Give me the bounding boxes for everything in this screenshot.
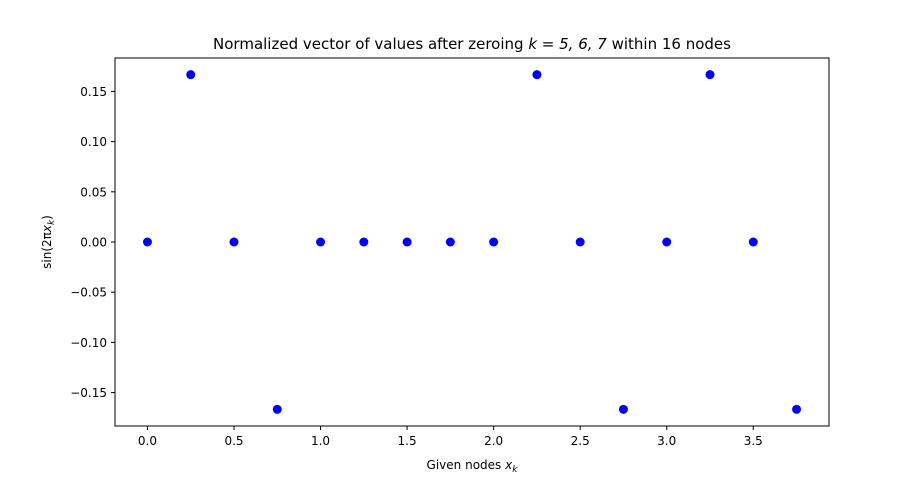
data-points <box>142 70 802 414</box>
x-tick-label: 1.5 <box>398 434 417 448</box>
y-axis: −0.15 −0.10 −0.05 0.00 0.05 0.10 0.15 <box>70 85 115 400</box>
y-axis-label: sin(2πxk) <box>40 215 57 269</box>
x-axis-label: Given nodes xk <box>427 458 519 475</box>
x-tick-label: 3.0 <box>657 434 676 448</box>
data-point <box>402 237 412 247</box>
chart-title: Normalized vector of values after zeroin… <box>213 35 731 53</box>
x-tick-label: 2.5 <box>571 434 590 448</box>
x-tick-label: 2.0 <box>484 434 503 448</box>
data-point <box>662 237 672 247</box>
x-tick-label: 3.5 <box>744 434 763 448</box>
x-tick-label: 0.5 <box>224 434 243 448</box>
data-point <box>359 237 369 247</box>
data-point <box>142 237 152 247</box>
data-point <box>229 237 239 247</box>
data-point <box>618 404 628 414</box>
data-point <box>489 237 499 247</box>
data-point <box>186 70 196 80</box>
data-point <box>445 237 455 247</box>
y-tick-label: 0.10 <box>80 135 107 149</box>
y-tick-label: 0.05 <box>80 185 107 199</box>
y-tick-label: −0.10 <box>70 336 107 350</box>
plot-area <box>114 57 830 427</box>
y-tick-label: −0.05 <box>70 286 107 300</box>
y-tick-label: −0.15 <box>70 386 107 400</box>
data-point <box>272 404 282 414</box>
x-tick-label: 1.0 <box>311 434 330 448</box>
data-point <box>705 70 715 80</box>
data-point <box>316 237 326 247</box>
data-point <box>748 237 758 247</box>
x-axis: 0.0 0.5 1.0 1.5 2.0 2.5 3.0 3.5 <box>138 426 763 448</box>
data-point <box>792 404 802 414</box>
y-tick-label: 0.15 <box>80 85 107 99</box>
data-point <box>532 70 542 80</box>
x-tick-label: 0.0 <box>138 434 157 448</box>
y-tick-label: 0.00 <box>80 236 107 250</box>
data-point <box>575 237 585 247</box>
axes-frame <box>114 57 830 427</box>
